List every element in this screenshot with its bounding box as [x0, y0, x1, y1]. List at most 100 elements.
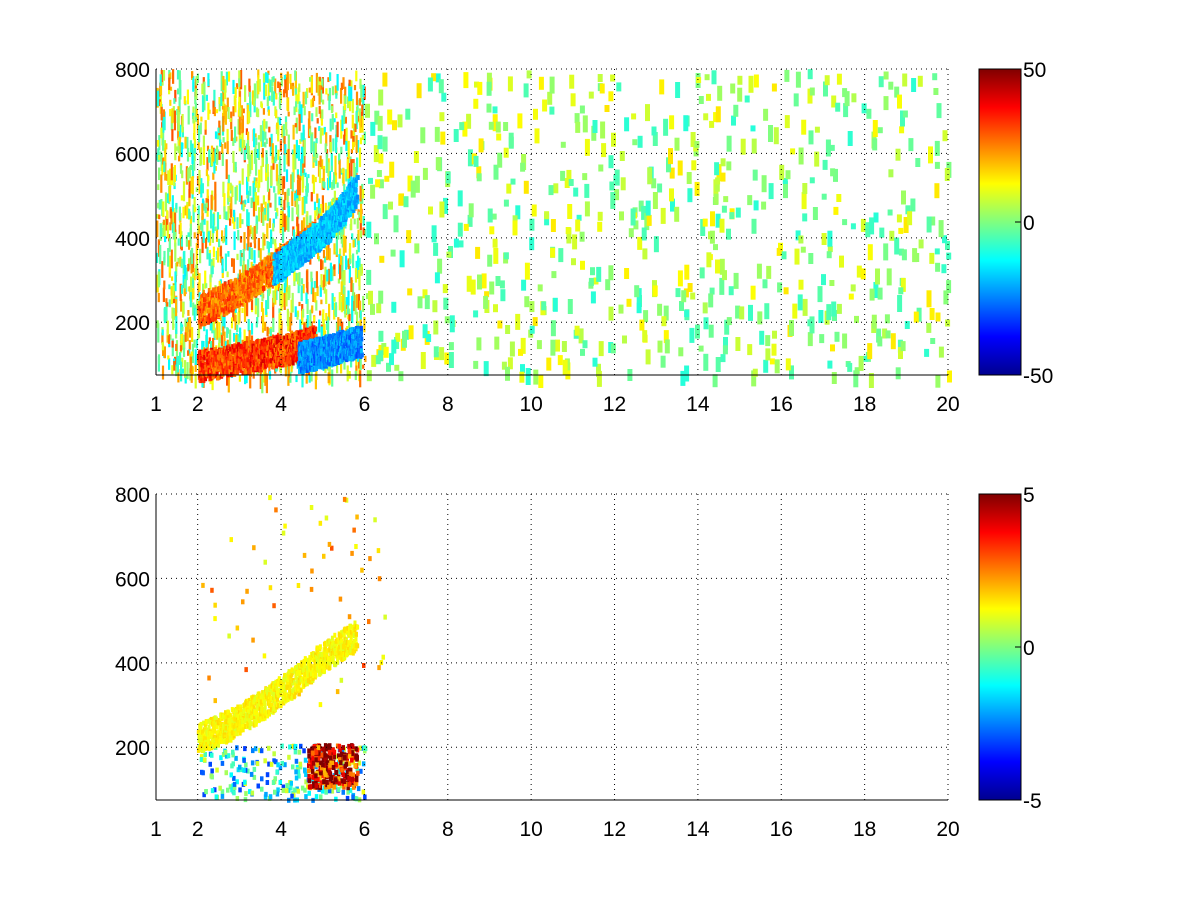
heatmap-cell	[674, 206, 680, 222]
heatmap-cell	[244, 199, 247, 205]
heatmap-cell	[319, 310, 322, 316]
heatmap-cell	[695, 324, 700, 339]
heatmap-cell	[213, 89, 216, 108]
heatmap-cell	[300, 158, 303, 177]
heatmap-cell	[737, 75, 743, 85]
heatmap-cell	[186, 201, 189, 207]
heatmap-cell	[263, 275, 267, 281]
heatmap-cell	[172, 207, 175, 223]
heatmap-cell	[582, 115, 588, 133]
heatmap-cell	[344, 235, 347, 253]
heatmap-cell	[359, 230, 363, 238]
heatmap-cell	[427, 77, 433, 92]
heatmap-cell	[192, 253, 195, 273]
heatmap-cell	[477, 274, 482, 290]
heatmap-cell	[336, 121, 339, 138]
heatmap-cell	[370, 184, 376, 199]
heatmap-cell	[182, 206, 185, 219]
heatmap-cell	[442, 284, 448, 294]
heatmap-cell	[306, 299, 309, 315]
heatmap-cell	[312, 252, 316, 257]
heatmap-cell	[432, 300, 438, 313]
heatmap-cell	[398, 193, 404, 206]
heatmap-cell	[331, 86, 334, 96]
heatmap-cell	[247, 319, 250, 332]
heatmap-cell	[338, 292, 341, 311]
heatmap-cell	[257, 75, 260, 95]
heatmap-cell	[358, 98, 361, 106]
heatmap-cell	[918, 239, 924, 249]
heatmap-cell	[353, 218, 356, 225]
heatmap-cell	[203, 218, 206, 225]
heatmap-cell	[355, 249, 359, 255]
heatmap-cell	[873, 282, 879, 298]
heatmap-cell	[173, 361, 176, 371]
heatmap-cell	[763, 359, 769, 373]
heatmap-cell	[292, 256, 296, 262]
heatmap-cell	[526, 70, 532, 79]
heatmap-cell	[162, 287, 165, 302]
heatmap-cell	[361, 134, 364, 140]
heatmap-cell	[297, 237, 301, 243]
heatmap-cell	[842, 333, 848, 349]
heatmap-cell	[529, 301, 535, 313]
heatmap-cell	[295, 374, 298, 383]
heatmap-cell	[384, 175, 390, 182]
heatmap-cell	[309, 125, 312, 137]
heatmap-cell	[399, 250, 405, 268]
heatmap-cell	[896, 214, 902, 223]
heatmap-cell	[463, 223, 469, 231]
heatmap-cell	[350, 358, 353, 368]
heatmap-cell	[341, 196, 345, 202]
heatmap-cell	[679, 301, 684, 311]
heatmap-cell	[245, 128, 248, 135]
heatmap-cell	[180, 142, 183, 158]
heatmap-cell	[888, 169, 894, 178]
heatmap-cell	[303, 231, 307, 237]
heatmap-cell	[274, 239, 277, 246]
heatmap-cell	[318, 319, 321, 333]
heatmap-cell	[759, 330, 765, 345]
heatmap-cell	[309, 255, 312, 265]
heatmap-cell	[824, 75, 830, 86]
heatmap-cell	[203, 297, 207, 303]
heatmap-cell	[175, 343, 178, 352]
heatmap-cell	[163, 280, 166, 290]
heatmap-cell	[336, 182, 339, 188]
heatmap-cell	[298, 301, 301, 307]
heatmap-cell	[270, 133, 273, 150]
heatmap-cell	[332, 179, 335, 188]
heatmap-cell	[283, 153, 286, 172]
heatmap-cell	[386, 362, 391, 372]
heatmap-cell	[197, 354, 201, 360]
heatmap-cell	[164, 192, 168, 212]
heatmap-cell	[761, 175, 767, 193]
heatmap-cell	[354, 167, 357, 187]
heatmap-cell	[233, 302, 237, 308]
heatmap-cell	[935, 262, 941, 272]
heatmap-cell	[255, 107, 259, 117]
heatmap-cell	[251, 285, 255, 291]
heatmap-cell	[643, 310, 649, 323]
heatmap-cell	[191, 161, 195, 178]
heatmap-cell	[235, 185, 238, 201]
heatmap-cell	[316, 118, 319, 124]
heatmap-cell	[161, 329, 164, 336]
heatmap-cell	[320, 259, 323, 271]
heatmap-cell	[283, 283, 286, 296]
heatmap-cell	[473, 98, 479, 109]
heatmap-cell	[473, 360, 479, 369]
heatmap-cell	[592, 120, 598, 133]
heatmap-cell	[322, 168, 325, 188]
heatmap-cell	[268, 260, 272, 265]
heatmap-cell	[222, 101, 225, 106]
heatmap-cell	[342, 237, 345, 256]
heatmap-cell	[158, 135, 161, 151]
heatmap-cell	[340, 199, 344, 205]
heatmap-cell	[335, 112, 338, 119]
heatmap-cell	[190, 256, 193, 274]
heatmap-cell	[712, 374, 718, 388]
heatmap-cell	[186, 204, 189, 219]
heatmap-cell	[238, 80, 241, 100]
heatmap-cell	[250, 274, 254, 280]
